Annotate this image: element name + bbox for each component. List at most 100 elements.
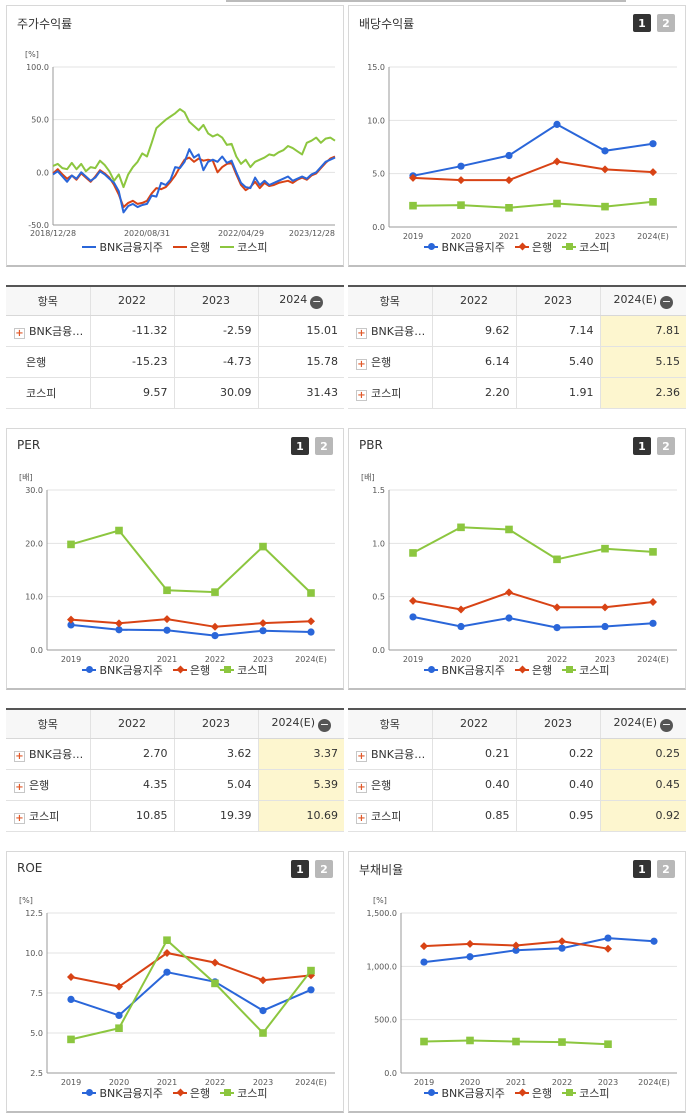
- chart-title: 배당수익률: [359, 17, 415, 31]
- x-tick-label: 2020: [460, 1078, 480, 1087]
- row-label: + BNK금융…: [348, 315, 432, 347]
- expand-icon[interactable]: +: [356, 389, 367, 401]
- data-point-circle: [115, 626, 123, 634]
- column-header: 2023: [173, 710, 258, 739]
- legend-item[interactable]: 코스피: [220, 662, 268, 678]
- legend-label: 코스피: [237, 664, 268, 677]
- x-tick-label: 2020: [451, 655, 471, 664]
- table-row: 은행 -15.23 -4.73 15.78: [6, 346, 344, 378]
- dividend-yield-chart: 15.0 10.0 5.0 0.0 2019 2020 2021 2022 2023 2024(E…: [367, 63, 677, 241]
- data-point-circle: [505, 151, 513, 160]
- legend-item[interactable]: BNK금융지주: [82, 1085, 163, 1101]
- data-point-diamond: [649, 598, 657, 606]
- legend-item[interactable]: 은행: [172, 1085, 210, 1101]
- legend-item[interactable]: BNK금융지주: [82, 662, 163, 678]
- expand-icon[interactable]: +: [356, 750, 367, 762]
- expand-icon[interactable]: +: [356, 358, 367, 370]
- top-tabs-strip: [226, 0, 626, 2]
- legend-item[interactable]: 코스피: [562, 239, 610, 255]
- series-line: [52, 148, 336, 214]
- table-cell: 3.62: [173, 738, 258, 770]
- page-button-1[interactable]: 1: [633, 14, 651, 32]
- collapse-icon[interactable]: −: [318, 717, 332, 732]
- legend-item[interactable]: BNK금융지주: [82, 239, 163, 255]
- legend-label: BNK금융지주: [441, 664, 505, 677]
- page-button-1[interactable]: 1: [633, 860, 651, 878]
- x-tick-label: 2018/12/28: [30, 229, 76, 238]
- stock-return-table: 항목 2022 2023 2024− + BNK금융… -11.32 -2.59 15.01 은행…: [6, 285, 344, 409]
- legend-swatch: [82, 1089, 97, 1096]
- data-point-square: [67, 1035, 75, 1044]
- stock-return-chart-panel: 주가수익률 [%] 100.0 50.0 0.0 -50.0 2018/12/28 2020…: [6, 5, 344, 267]
- legend-swatch: [220, 666, 235, 673]
- table-row: + 은행 4.35 5.04 5.39: [6, 769, 344, 801]
- row-name: 코스피: [26, 386, 57, 400]
- table-cell: 9.57: [89, 377, 174, 409]
- collapse-icon[interactable]: −: [660, 717, 674, 732]
- page-button-1[interactable]: 1: [291, 437, 309, 455]
- page-button-1[interactable]: 1: [633, 437, 651, 455]
- expand-icon[interactable]: +: [356, 327, 367, 339]
- roe-chart: [%] 12.5 10.0 7.5 5.0 2.5 2019 2020 2021 2022 2023…: [19, 896, 335, 1087]
- expand-icon[interactable]: +: [356, 812, 367, 824]
- x-tick-label: 2024(E): [637, 232, 669, 241]
- legend-swatch: [172, 246, 187, 248]
- y-tick-label: 100.0: [26, 63, 49, 72]
- data-point-circle: [457, 622, 465, 631]
- expand-icon[interactable]: +: [14, 327, 25, 339]
- legend-item[interactable]: BNK금융지주: [424, 1085, 505, 1101]
- data-point-diamond: [420, 942, 428, 951]
- collapse-icon[interactable]: −: [660, 294, 674, 309]
- page-button-2[interactable]: 2: [315, 437, 333, 455]
- legend-item[interactable]: 은행: [514, 239, 552, 255]
- data-point-square: [115, 1024, 123, 1032]
- page-button-1[interactable]: 1: [291, 860, 309, 878]
- x-tick-label: 2022: [547, 232, 567, 241]
- expand-icon[interactable]: +: [14, 781, 25, 793]
- legend-item[interactable]: 은행: [514, 662, 552, 678]
- expand-icon[interactable]: +: [14, 812, 25, 824]
- legend-swatch: [562, 1089, 577, 1096]
- x-tick-label: 2021: [157, 655, 177, 664]
- data-point-square: [67, 540, 75, 549]
- page-button-2[interactable]: 2: [657, 437, 675, 455]
- table-cell: 5.04: [173, 769, 258, 801]
- legend-item[interactable]: 코스피: [220, 1085, 268, 1101]
- page-button-2[interactable]: 2: [657, 14, 675, 32]
- page-button-2[interactable]: 2: [657, 860, 675, 878]
- chart-legend: BNK금융지주 은행 코스피: [7, 239, 343, 255]
- table-header-row: 항목 2022 2023 2024(E) −: [348, 287, 686, 316]
- expand-icon[interactable]: +: [14, 750, 25, 762]
- y-tick-label: 15.0: [367, 63, 385, 72]
- table-cell: -15.23: [89, 346, 174, 378]
- table-row: + 은행 6.14 5.40 5.15: [348, 346, 686, 378]
- y-tick-label: 0.0: [36, 168, 49, 177]
- row-label: 코스피: [6, 377, 90, 409]
- legend-item[interactable]: BNK금융지주: [424, 239, 505, 255]
- legend-item[interactable]: 은행: [172, 662, 210, 678]
- data-point-diamond: [512, 941, 520, 950]
- data-point-circle: [259, 627, 267, 635]
- series-line: [412, 615, 654, 629]
- data-point-diamond: [115, 619, 123, 628]
- data-point-circle: [466, 953, 474, 961]
- data-point-diamond: [601, 165, 609, 174]
- row-label: + 코스피: [348, 377, 432, 409]
- x-tick-label: 2024(E): [295, 655, 327, 664]
- legend-item[interactable]: 코스피: [562, 662, 610, 678]
- legend-item[interactable]: 은행: [172, 239, 210, 255]
- row-label: + BNK금융…: [6, 315, 90, 347]
- legend-item[interactable]: 코스피: [562, 1085, 610, 1101]
- data-point-circle: [163, 626, 171, 634]
- page-button-2[interactable]: 2: [315, 860, 333, 878]
- collapse-icon[interactable]: −: [310, 294, 324, 309]
- page-buttons: 1 2: [291, 437, 333, 455]
- legend-item[interactable]: BNK금융지주: [424, 662, 505, 678]
- data-point-diamond: [163, 615, 171, 624]
- legend-item[interactable]: 은행: [514, 1085, 552, 1101]
- data-point-circle: [649, 619, 657, 627]
- y-tick-label: 5.0: [30, 1029, 43, 1038]
- dividend-yield-table: 항목 2022 2023 2024(E) − + BNK금융… 9.62 7.14 7.81 + 은행…: [348, 285, 686, 409]
- expand-icon[interactable]: +: [356, 781, 367, 793]
- legend-item[interactable]: 코스피: [220, 239, 268, 255]
